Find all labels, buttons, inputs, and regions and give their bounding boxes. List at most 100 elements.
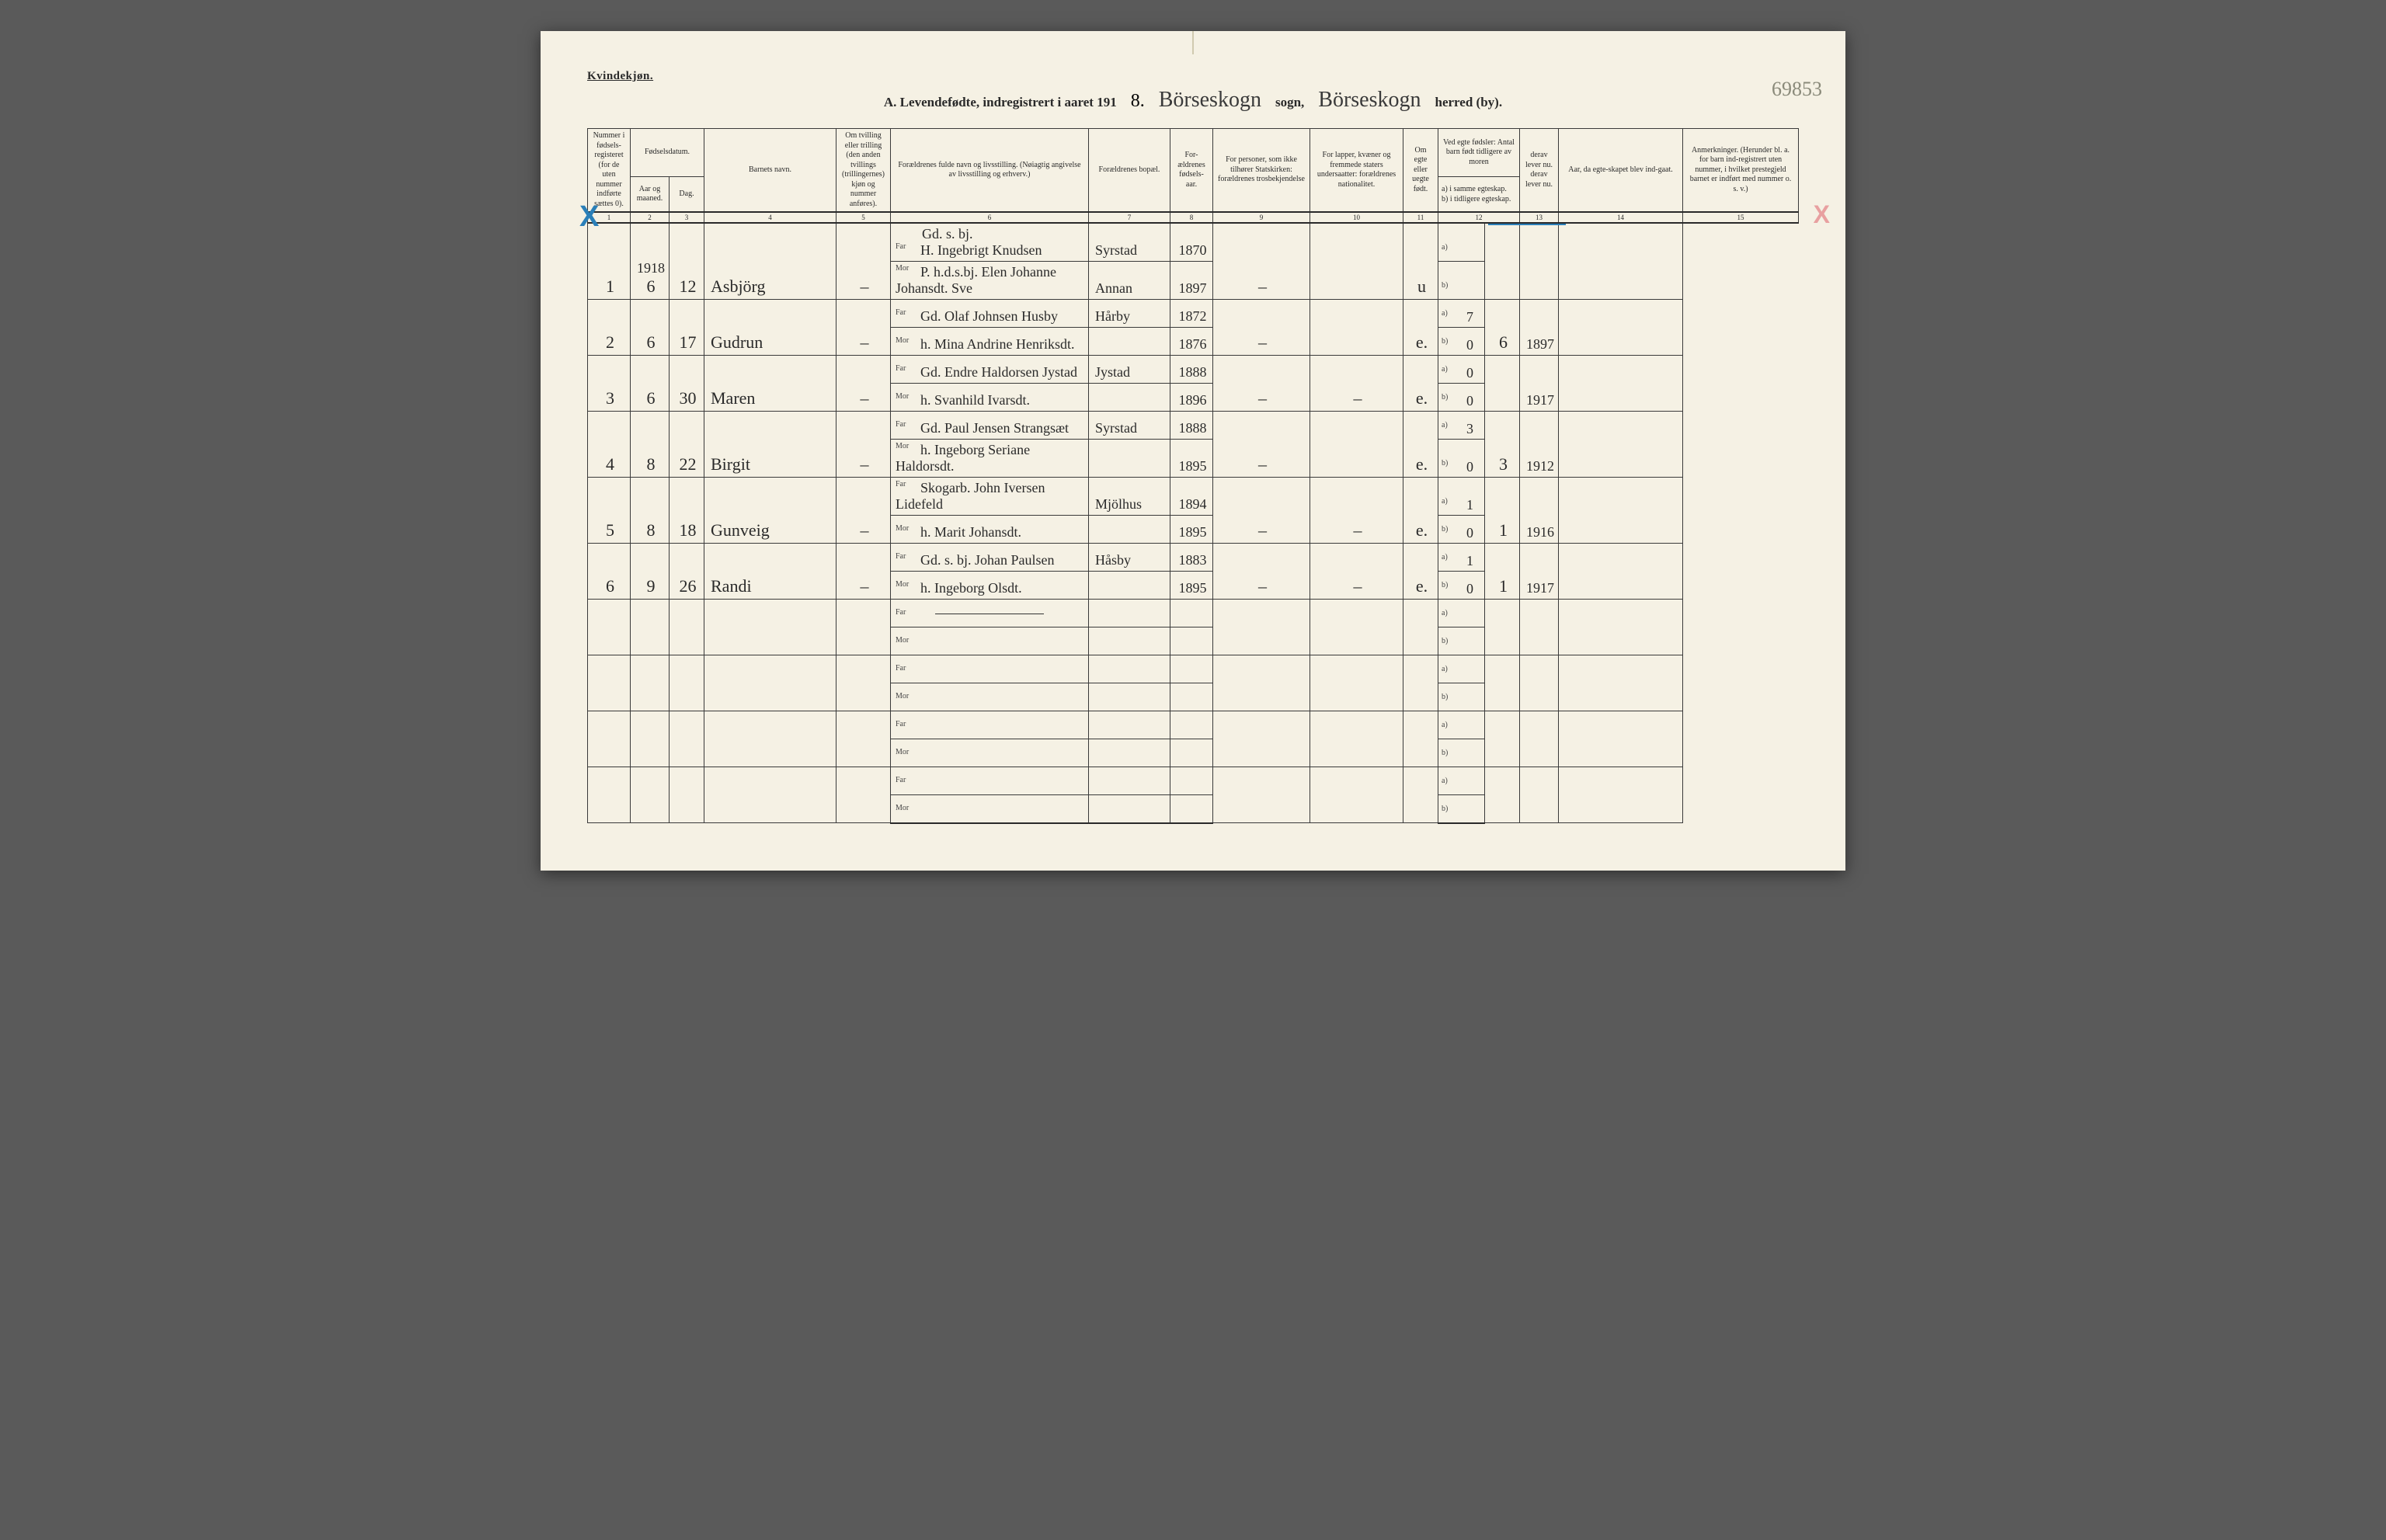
cell-c9	[1213, 655, 1310, 711]
cell-c13	[1485, 223, 1520, 300]
cell-bopael-far: Syrstad	[1089, 412, 1170, 440]
table-row: 5 8 18 Gunveig – FarSkogarb. John Iverse…	[588, 478, 1799, 516]
cell-c15	[1559, 412, 1683, 478]
cell-num: 3	[588, 356, 631, 412]
cell-far: FarSkogarb. John Iversen Lidefeld	[891, 478, 1089, 516]
cell-c14	[1520, 767, 1559, 823]
cell-dag	[670, 767, 704, 823]
cell-bopael-far: Mjölhus	[1089, 478, 1170, 516]
col-7-header: Forældrenes bopæl.	[1089, 129, 1170, 213]
cell-c13	[1485, 655, 1520, 711]
cell-navn	[704, 600, 836, 655]
cell-far: FarGd. Paul Jensen Strangsæt	[891, 412, 1089, 440]
cell-mor: Morh. Svanhild Ivarsdt.	[891, 384, 1089, 412]
title-row: A. Levendefødte, indregistrert i aaret 1…	[587, 88, 1799, 113]
cell-c13: 1	[1485, 478, 1520, 544]
cell-c10	[1310, 655, 1403, 711]
column-number-row: 123 456 789 1011 12 131415	[588, 212, 1799, 223]
cell-b: b)	[1438, 739, 1485, 767]
cell-faar-far: 1883	[1170, 544, 1213, 572]
col-10-header: For lapper, kvæner og fremmede staters u…	[1310, 129, 1403, 213]
cell-c9	[1213, 711, 1310, 767]
cell-b: b) 0	[1438, 384, 1485, 412]
cell-bopael-far: Syrstad	[1089, 223, 1170, 262]
cell-faar-mor	[1170, 683, 1213, 711]
cell-c9	[1213, 767, 1310, 823]
cell-faar-mor: 1876	[1170, 328, 1213, 356]
cell-far: FarGd. Olaf Johnsen Husby	[891, 300, 1089, 328]
cell-navn: Gunveig	[704, 478, 836, 544]
cell-navn: Maren	[704, 356, 836, 412]
cell-bopael-mor	[1089, 328, 1170, 356]
cell-c10	[1310, 300, 1403, 356]
cell-a: a)	[1438, 711, 1485, 739]
cell-aar	[631, 600, 670, 655]
cell-c14	[1520, 711, 1559, 767]
cell-faar-mor: 1895	[1170, 440, 1213, 478]
cell-c10: –	[1310, 478, 1403, 544]
cell-a: a) 7	[1438, 300, 1485, 328]
col-1-header: Nummer i fødsels-registeret (for de uten…	[588, 129, 631, 213]
cell-bopael-far: Håsby	[1089, 544, 1170, 572]
cell-b: b) 0	[1438, 516, 1485, 544]
cell-dag: 17	[670, 300, 704, 356]
cell-tvil: –	[836, 300, 891, 356]
cell-c13	[1485, 767, 1520, 823]
cell-c10	[1310, 711, 1403, 767]
cell-egte: e.	[1403, 544, 1438, 600]
cell-faar-mor	[1170, 627, 1213, 655]
cell-num: 2	[588, 300, 631, 356]
cell-mor: Morh. Ingeborg Olsdt.	[891, 572, 1089, 600]
cell-tvil: –	[836, 544, 891, 600]
cell-num: 5	[588, 478, 631, 544]
cell-a: a)	[1438, 223, 1485, 262]
cell-c14	[1520, 223, 1559, 300]
cell-navn	[704, 711, 836, 767]
cell-a: a) 1	[1438, 478, 1485, 516]
table-row: Far a)	[588, 600, 1799, 627]
cell-egte	[1403, 767, 1438, 823]
register-page: X X 69853 Kvindekjøn. A. Levendefødte, i…	[541, 31, 1845, 871]
cell-tvil: –	[836, 356, 891, 412]
table-body: 1 19186 12 Asbjörg – Gd. s. bj.FarH. Ing…	[588, 223, 1799, 823]
cell-bopael-far: Hårby	[1089, 300, 1170, 328]
cell-b: b)	[1438, 627, 1485, 655]
cell-c14: 1912	[1520, 412, 1559, 478]
cell-num: 4	[588, 412, 631, 478]
table-row: 2 6 17 Gudrun – FarGd. Olaf Johnsen Husb…	[588, 300, 1799, 328]
cell-b: b)	[1438, 795, 1485, 823]
cell-a: a)	[1438, 600, 1485, 627]
cell-navn: Randi	[704, 544, 836, 600]
col-4-header: Barnets navn.	[704, 129, 836, 213]
col-3-header: Dag.	[670, 177, 704, 212]
cell-aar: 8	[631, 412, 670, 478]
cell-tvil: –	[836, 412, 891, 478]
cell-c13	[1485, 600, 1520, 655]
cell-bopael-far: Jystad	[1089, 356, 1170, 384]
cell-c14: 1917	[1520, 356, 1559, 412]
cell-far: Far	[891, 711, 1089, 739]
cell-faar-far: 1888	[1170, 412, 1213, 440]
cell-far: Far	[891, 767, 1089, 795]
cell-bopael-mor	[1089, 627, 1170, 655]
cell-navn: Asbjörg	[704, 223, 836, 300]
cell-egte	[1403, 655, 1438, 711]
cell-c10: –	[1310, 356, 1403, 412]
cell-c10	[1310, 767, 1403, 823]
table-row: 6 9 26 Randi – FarGd. s. bj. Johan Pauls…	[588, 544, 1799, 572]
cell-mor: Mor	[891, 627, 1089, 655]
cell-c15	[1559, 356, 1683, 412]
cell-c15	[1559, 600, 1683, 655]
cell-dag: 22	[670, 412, 704, 478]
cell-b: b)	[1438, 262, 1485, 300]
cell-c14: 1917	[1520, 544, 1559, 600]
cell-c15	[1559, 767, 1683, 823]
cell-far: FarGd. s. bj. Johan Paulsen	[891, 544, 1089, 572]
cell-num	[588, 600, 631, 655]
cell-faar-far	[1170, 655, 1213, 683]
cell-c9: –	[1213, 356, 1310, 412]
cell-c13: 3	[1485, 412, 1520, 478]
cell-mor: Mor	[891, 795, 1089, 823]
cell-c9: –	[1213, 478, 1310, 544]
cell-navn: Gudrun	[704, 300, 836, 356]
